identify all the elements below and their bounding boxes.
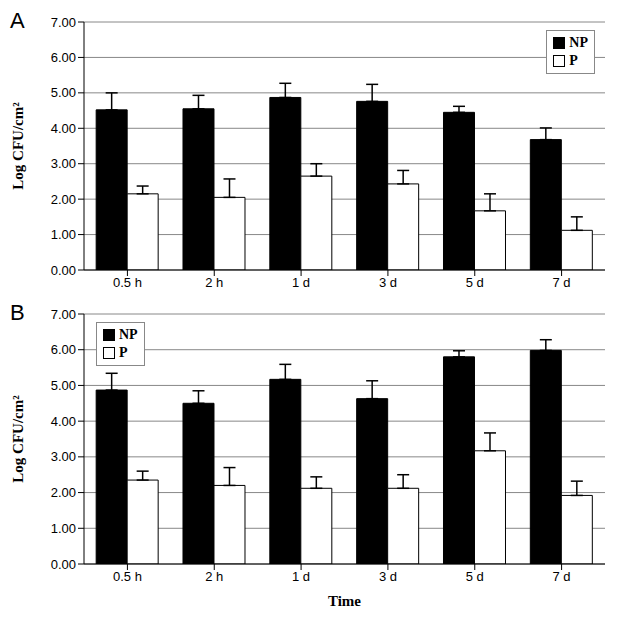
svg-text:4.00: 4.00 [51, 414, 76, 429]
svg-text:1.00: 1.00 [51, 521, 76, 536]
html-text:A: A [10, 8, 25, 33]
svg-text:6.00: 6.00 [51, 50, 76, 65]
svg-text:2 h: 2 h [205, 275, 223, 290]
svg-text:1 d: 1 d [292, 569, 310, 584]
svg-text:3.00: 3.00 [51, 156, 76, 171]
html-text:NP: NP [119, 327, 138, 342]
svg-text:2.00: 2.00 [51, 192, 76, 207]
svg-text:Time: Time [328, 593, 361, 609]
svg-text:0.5 h: 0.5 h [113, 569, 142, 584]
svg-text:7 d: 7 d [553, 569, 571, 584]
svg-text:0.00: 0.00 [51, 557, 76, 572]
svg-text:7 d: 7 d [553, 275, 571, 290]
html-text:B: B [10, 300, 25, 325]
svg-text:5.00: 5.00 [51, 378, 76, 393]
svg-text:2 h: 2 h [205, 569, 223, 584]
svg-text:5.00: 5.00 [51, 85, 76, 100]
svg-text:6.00: 6.00 [51, 342, 76, 357]
svg-text:4.00: 4.00 [51, 121, 76, 136]
html-text:NP: NP [569, 35, 588, 50]
svg-text:5 d: 5 d [466, 275, 484, 290]
svg-text:7.00: 7.00 [51, 307, 76, 322]
svg-text:5 d: 5 d [466, 569, 484, 584]
svg-text:3.00: 3.00 [51, 449, 76, 464]
svg-text:7.00: 7.00 [51, 15, 76, 30]
svg-text:0.5 h: 0.5 h [113, 275, 142, 290]
svg-text:Log CFU/cm²: Log CFU/cm² [10, 102, 26, 190]
svg-text:Log CFU/cm²: Log CFU/cm² [10, 395, 26, 483]
html-text:P: P [119, 345, 128, 360]
html-text:P: P [569, 53, 578, 68]
svg-text:1 d: 1 d [292, 275, 310, 290]
svg-text:3 d: 3 d [379, 275, 397, 290]
svg-text:2.00: 2.00 [51, 485, 76, 500]
svg-text:3 d: 3 d [379, 569, 397, 584]
svg-text:0.00: 0.00 [51, 263, 76, 278]
svg-text:1.00: 1.00 [51, 227, 76, 242]
